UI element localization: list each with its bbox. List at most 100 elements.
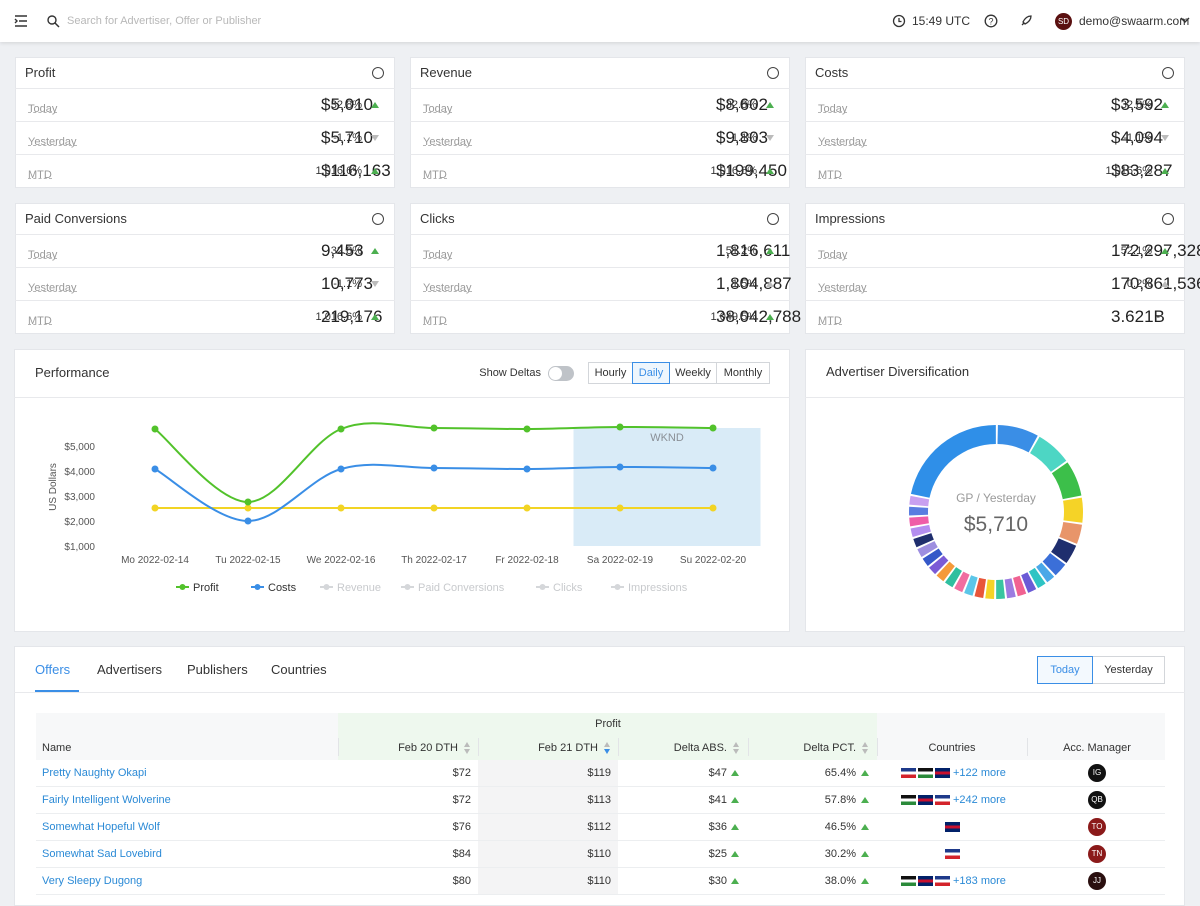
cell: $110 [587, 875, 611, 887]
offer-link[interactable]: Somewhat Sad Lovebird [42, 848, 162, 860]
search-input[interactable]: Search for Advertiser, Offer or Publishe… [67, 15, 262, 27]
help-icon[interactable] [1162, 213, 1174, 225]
donut-segment [974, 577, 986, 599]
kpi-label: Yesterday [423, 278, 472, 294]
data-point [616, 504, 624, 512]
flag [901, 768, 916, 778]
rocket-icon[interactable] [1019, 14, 1033, 28]
kpi-change: 32.8% [330, 99, 362, 111]
trend-arrow [1161, 281, 1169, 287]
donut-segment [910, 524, 931, 538]
kpi-label: MTD [28, 165, 52, 181]
kpi-value: $199,450 [716, 161, 787, 180]
offer-link[interactable]: Very Sleepy Dugong [42, 875, 143, 887]
data-point [430, 504, 438, 512]
menu-icon[interactable] [14, 14, 28, 28]
row-divider [805, 234, 1185, 235]
column-separator [877, 738, 878, 756]
trend-arrow [766, 248, 774, 254]
row-divider [805, 300, 1185, 301]
kpi-value: 172,297,328 [1111, 241, 1200, 260]
kpi-change: 1,016.6% [315, 165, 362, 177]
row-divider [410, 121, 790, 122]
donut-segment [985, 579, 995, 599]
group-header-label: Profit [595, 718, 621, 730]
row-divider [15, 267, 395, 268]
trend-arrow [861, 797, 869, 803]
trend-arrow [766, 102, 774, 108]
help-icon[interactable]: ? [984, 14, 998, 28]
y-tick-label: $2,000 [64, 517, 95, 528]
kpi-label: MTD [28, 311, 52, 327]
kpi-label: Today [28, 245, 58, 261]
kpi-value: $116,163 [321, 161, 391, 180]
kpi-value: 9,453 [321, 241, 364, 260]
donut-segment [1013, 575, 1027, 597]
period-button[interactable]: Yesterday [1092, 656, 1165, 684]
kpi-label: MTD [818, 311, 842, 327]
row-divider [15, 300, 395, 301]
donut-segment [1059, 522, 1083, 544]
cell: 46.5% [824, 821, 856, 833]
help-icon[interactable] [372, 213, 384, 225]
row-divider [805, 121, 1185, 122]
sort-down [464, 749, 470, 754]
kpi-change: 0.2% [1126, 278, 1152, 290]
interval-button[interactable]: Weekly [669, 362, 717, 384]
trend-arrow [1161, 248, 1169, 254]
column-header[interactable]: Delta PCT. [803, 742, 856, 754]
column-separator [618, 738, 619, 756]
donut-segment [996, 579, 1006, 599]
column-header[interactable]: Feb 21 DTH [538, 742, 598, 754]
interval-button[interactable]: Hourly [588, 362, 633, 384]
weekend-band [573, 428, 761, 546]
kpi-card [805, 203, 1185, 334]
annotation: WKND [650, 432, 684, 444]
data-point [523, 504, 531, 512]
interval-button[interactable]: Monthly [716, 362, 770, 384]
kpi-value: $9,803 [716, 128, 768, 147]
tab[interactable]: Offers [35, 662, 71, 677]
kpi-change: -1.1% [333, 132, 362, 144]
help-icon[interactable] [372, 67, 384, 79]
trend-arrow [766, 314, 774, 320]
kpi-change: -1.1% [728, 132, 757, 144]
help-icon[interactable] [767, 67, 779, 79]
column-header[interactable]: Delta ABS. [673, 742, 727, 754]
kpi-value: 219,176 [321, 307, 383, 326]
donut-segment [910, 425, 996, 498]
period-button[interactable]: Today [1037, 656, 1093, 684]
help-icon[interactable] [1162, 67, 1174, 79]
avatar[interactable]: SD [1055, 13, 1072, 30]
kpi-change: -1.1% [333, 278, 362, 290]
trend-arrow [371, 248, 379, 254]
row-divider [36, 894, 1165, 895]
legend-marker [539, 584, 546, 590]
offer-link[interactable]: Somewhat Hopeful Wolf [42, 821, 160, 833]
row-divider [805, 88, 1185, 89]
panel-title: Performance [35, 365, 110, 380]
donut-segment [1004, 578, 1016, 599]
offer-link[interactable]: Fairly Intelligent Wolverine [42, 794, 171, 806]
tab[interactable]: Publishers [187, 662, 248, 677]
chevron-icon[interactable] [1180, 17, 1190, 25]
legend-label: Profit [193, 582, 219, 594]
data-point [337, 425, 345, 433]
user-name[interactable]: demo@swaarm.com [1079, 14, 1190, 28]
kpi-value: $4,094 [1111, 128, 1163, 147]
more-countries[interactable]: +242 more [953, 794, 1006, 806]
more-countries[interactable]: +183 more [953, 875, 1006, 887]
more-countries[interactable]: +122 more [953, 767, 1006, 779]
y-tick-label: $1,000 [64, 542, 95, 553]
data-point [244, 498, 252, 506]
row-divider [410, 300, 790, 301]
offer-link[interactable]: Pretty Naughty Okapi [42, 767, 147, 779]
divider [14, 397, 790, 398]
help-icon[interactable] [767, 213, 779, 225]
tab[interactable]: Countries [271, 662, 327, 677]
tab[interactable]: Advertisers [97, 662, 163, 677]
interval-button[interactable]: Daily [632, 362, 670, 384]
data-point [709, 464, 717, 472]
column-header[interactable]: Feb 20 DTH [398, 742, 458, 754]
cell: $47 [708, 767, 727, 779]
